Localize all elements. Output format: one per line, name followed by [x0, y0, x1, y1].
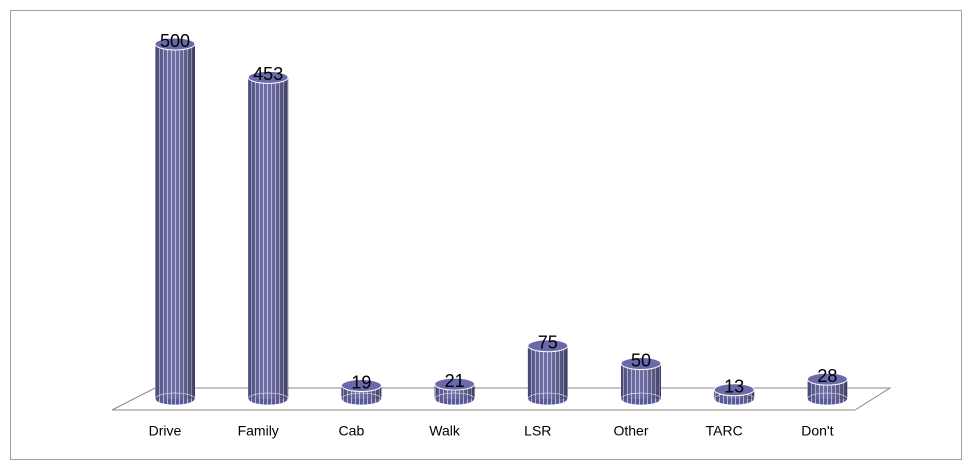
x-tick-label: Walk [429, 423, 461, 439]
bar-shade [248, 77, 289, 400]
bar-bottom-edge [434, 392, 475, 406]
bar-top [527, 339, 569, 353]
x-tick-label: Drive [149, 423, 182, 439]
bar [154, 37, 196, 406]
data-label: 50 [631, 350, 651, 370]
bar-bottom-edge [154, 392, 196, 406]
data-label: 453 [253, 64, 283, 84]
bar-bottom-edge [247, 392, 289, 406]
bar-top [247, 70, 289, 84]
bar-shade [527, 345, 568, 399]
bar [806, 372, 848, 406]
bar-top [620, 357, 662, 370]
data-label: 28 [817, 366, 837, 386]
bar [527, 339, 569, 406]
data-label: 75 [538, 333, 558, 353]
data-label: 13 [724, 377, 744, 397]
x-tick-label: Cab [339, 423, 365, 439]
bar-top [434, 377, 476, 391]
bar-top [713, 383, 755, 397]
bar [713, 383, 755, 406]
x-tick-label: TARC [706, 423, 743, 439]
bar [247, 70, 289, 406]
data-label: 500 [160, 31, 190, 51]
bar [434, 377, 476, 406]
x-tick-label: Other [613, 423, 648, 439]
bar-shade [155, 44, 195, 399]
bar-bottom-edge [620, 392, 662, 406]
floor [111, 387, 892, 411]
x-tick-label: Don't [801, 423, 833, 439]
bar-bottom-edge [807, 392, 848, 406]
bar-top [340, 379, 382, 393]
x-tick-label: LSR [524, 423, 551, 439]
bar [340, 379, 382, 406]
x-tick-label: Family [238, 423, 279, 439]
data-label: 21 [445, 371, 465, 391]
bar-top [806, 372, 848, 386]
bar-top [154, 37, 196, 51]
bar-bottom-edge [527, 392, 569, 406]
bar [620, 357, 662, 406]
data-label: 19 [351, 372, 371, 392]
bar-bottom-edge [341, 392, 382, 406]
